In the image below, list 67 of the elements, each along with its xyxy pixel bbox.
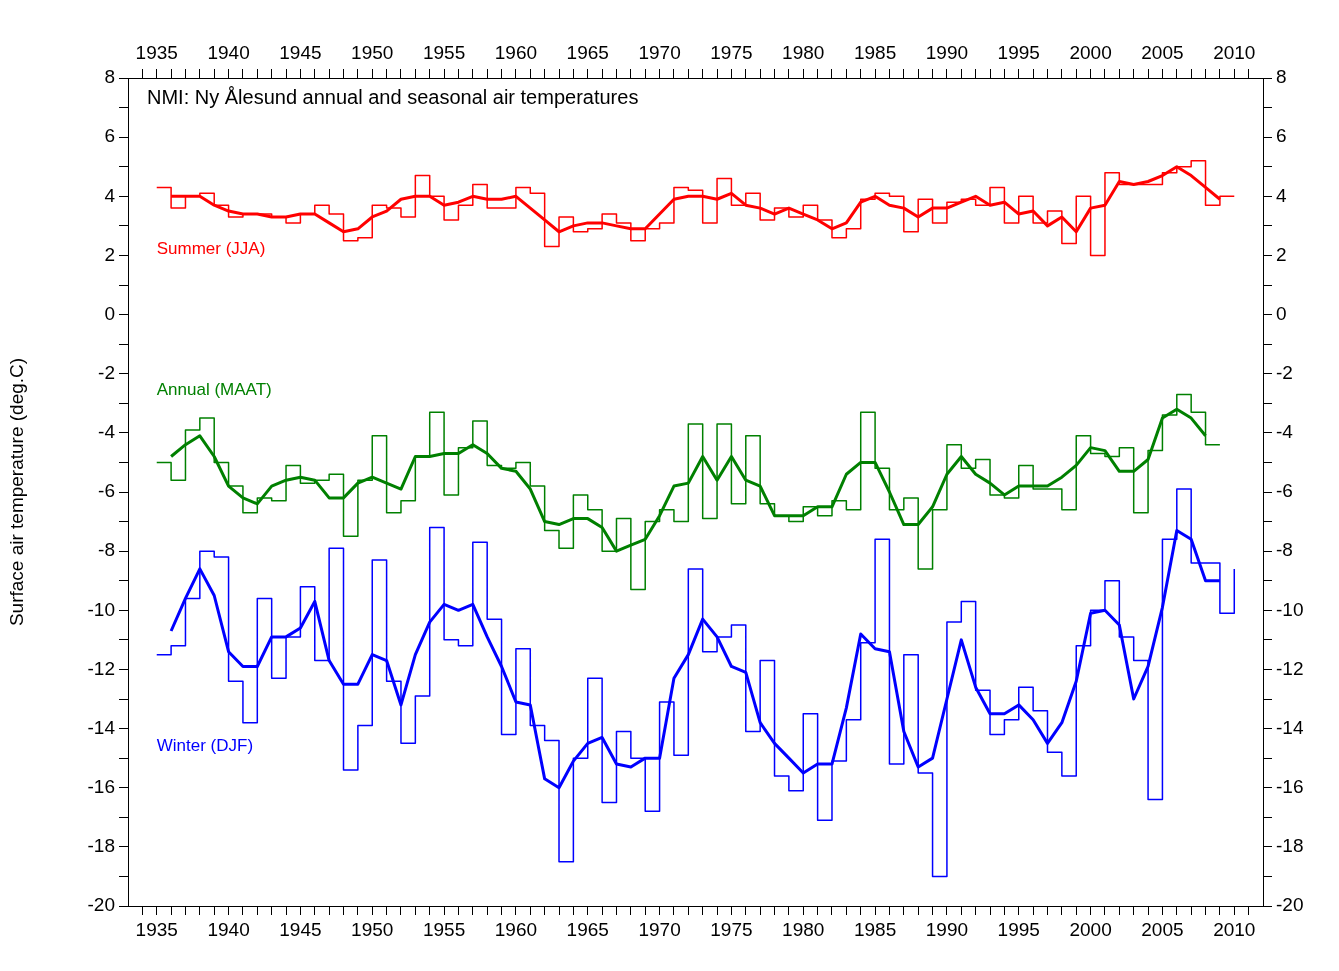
x2-tick-label: 1985 [853,41,897,63]
x-tick-label: 1955 [422,918,466,940]
series-label: Summer (JJA) [156,239,266,259]
y2-tick-label: -20 [1276,894,1304,916]
y2-tick-label: -14 [1276,716,1304,738]
x-tick-label: 2010 [1213,918,1256,940]
x2-tick-label: 2005 [1141,41,1184,63]
x-tick-label: 1970 [638,918,681,940]
y2-tick-label: -2 [1276,361,1293,383]
y2-tick-label: -16 [1276,775,1304,797]
x2-tick-label: 1965 [566,41,609,63]
x-tick-label: 1945 [279,918,322,940]
x2-tick-label: 1970 [638,41,681,63]
y2-tick-label: -4 [1276,421,1294,443]
x2-tick-label: 1945 [279,41,322,63]
x-tick-label: 2005 [1141,918,1184,940]
y2-tick-label: 6 [1276,125,1287,147]
x2-tick-label: 1980 [782,41,825,63]
y-tick-label: -4 [98,421,116,443]
y2-tick-label: 2 [1276,243,1287,265]
x2-tick-label: 2010 [1213,41,1256,63]
x-tick-label: 1985 [853,918,897,940]
chart-title: NMI: Ny Ålesund annual and seasonal air temperatures [147,85,639,108]
y2-tick-label: 8 [1276,66,1287,88]
x-tick-label: 1950 [351,918,394,940]
y-tick-label: 4 [104,184,116,206]
y-tick-label: 2 [104,243,115,265]
y2-tick-label: -10 [1276,598,1304,620]
y-tick-label: -18 [87,835,115,857]
y-tick-label: -10 [87,598,115,620]
series-label: Annual (MAAT) [156,380,272,400]
y-tick-label: -2 [98,361,115,383]
x2-tick-label: 1935 [135,41,178,63]
x2-tick-label: 2000 [1069,41,1112,63]
y-tick-label: -8 [98,539,115,561]
x-tick-label: 1975 [710,918,753,940]
x-tick-label: 2000 [1069,918,1112,940]
y2-tick-label: -12 [1276,657,1304,679]
y-tick-label: -6 [98,480,115,502]
x-tick-label: 1965 [566,918,609,940]
x-tick-label: 1935 [135,918,178,940]
y-tick-label: -14 [87,716,116,738]
x2-tick-label: 1940 [207,41,250,63]
y-tick-label: -20 [87,894,115,916]
y-tick-label: 8 [104,66,115,88]
x-tick-label: 1995 [997,918,1040,940]
x2-tick-label: 1955 [422,41,466,63]
x2-tick-label: 1990 [925,41,969,63]
x2-tick-label: 1950 [351,41,394,63]
y2-tick-label: -8 [1276,539,1293,561]
x2-tick-label: 1960 [494,41,538,63]
y2-tick-label: -6 [1276,480,1293,502]
y-tick-label: 0 [104,302,115,324]
y2-tick-label: 4 [1276,184,1287,206]
y-tick-label: -16 [87,775,115,797]
x2-tick-label: 1995 [997,41,1040,63]
series-label: Winter (DJF) [156,736,254,756]
y-tick-label: 6 [104,125,115,147]
x-tick-label: 1990 [925,918,969,940]
y-axis-title: Surface air temperature (deg.C) [5,357,27,627]
y2-tick-label: -18 [1276,835,1304,857]
x2-tick-label: 1975 [710,41,753,63]
x-tick-label: 1940 [207,918,250,940]
y2-tick-label: 0 [1276,302,1287,324]
x-tick-label: 1960 [494,918,538,940]
y-tick-label: -12 [87,657,115,679]
x-tick-label: 1980 [782,918,825,940]
